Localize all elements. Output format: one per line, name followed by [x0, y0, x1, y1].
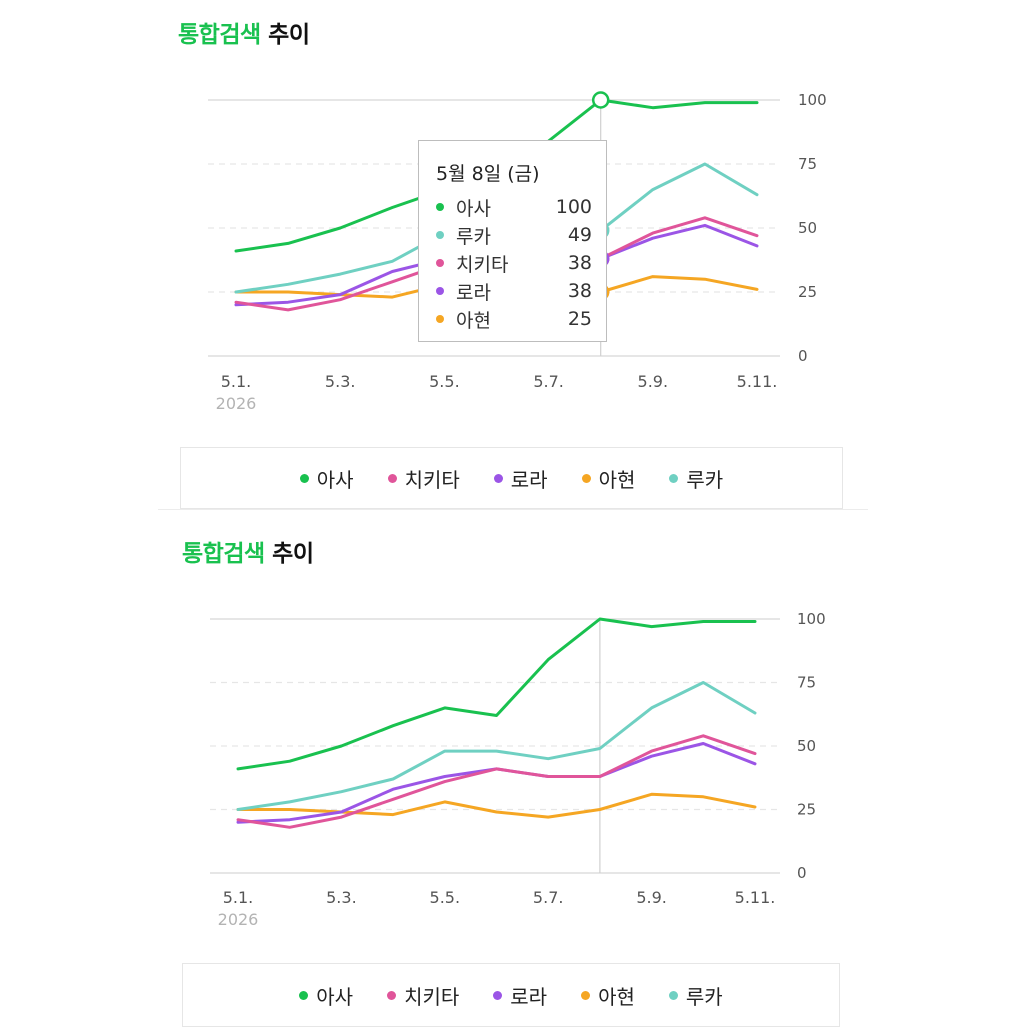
tooltip-row: 치키타 38 — [436, 250, 592, 276]
tooltip-series-name: 루카 — [456, 225, 491, 248]
series-dot-icon — [436, 231, 444, 239]
legend-dot-icon — [581, 990, 591, 1000]
legend-label: 로라 — [510, 467, 548, 492]
tooltip-series-value: 38 — [567, 252, 592, 274]
x-tick-label: 5.5. — [430, 888, 461, 907]
tooltip-row: 아사 100 — [436, 194, 592, 220]
legend-item-asa[interactable]: 아사 — [299, 981, 353, 1010]
legend-item-asa[interactable]: 아사 — [299, 464, 354, 493]
x-tick-label: 5.9. — [638, 372, 669, 391]
series-line[interactable] — [236, 681, 757, 811]
legend-label: 치키타 — [404, 984, 460, 1009]
legend-item-chiquita[interactable]: 치키타 — [387, 464, 460, 493]
legend-item-ruka[interactable]: 루카 — [668, 981, 723, 1010]
x-tick-label: 5.11. — [737, 372, 778, 391]
tooltip-row: 아현 25 — [436, 306, 592, 332]
chart-tooltip: 5월 8일 (금) 아사 100 루카 49 치키타 38 로라 38 아현 2… — [418, 140, 607, 342]
x-year-label: 2026 — [218, 910, 259, 929]
x-tick-label: 5.5. — [429, 372, 460, 391]
line-chart[interactable]: 0 25 50 75 100 5.1. 5.3. 5.5. 5.7. 5.9. 5.11. 2026 — [0, 0, 1024, 512]
tooltip-series-name: 치키타 — [456, 253, 509, 276]
series-dot-icon — [436, 315, 444, 323]
y-tick-label: 100 — [797, 610, 826, 628]
x-tick-label: 5.11. — [735, 888, 776, 907]
legend-dot-icon — [669, 473, 679, 483]
chart-legend: 아사 치키타 로라 아현 루카 — [180, 447, 843, 509]
legend-item-ahyeon[interactable]: 아현 — [581, 981, 635, 1010]
trend-panel-with-tooltip: 통합검색 추이 0 25 50 75 100 5.1. 5.3. 5.5. 5.7. 5.9. 5.… — [0, 0, 1024, 512]
legend-dot-icon — [668, 990, 678, 1000]
y-tick-label: 100 — [798, 91, 827, 109]
x-tick-label: 5.9. — [636, 888, 667, 907]
legend-label: 루카 — [685, 984, 723, 1009]
series-line[interactable] — [236, 792, 757, 819]
tooltip-series-name: 로라 — [456, 281, 491, 304]
series-line[interactable] — [236, 734, 757, 829]
y-tick-label: 75 — [798, 155, 817, 173]
legend-label: 아현 — [598, 467, 636, 492]
chart-title: 통합검색 추이 — [182, 534, 314, 568]
x-tick-label: 5.1. — [223, 888, 254, 907]
x-tick-label: 5.7. — [533, 372, 564, 391]
y-tick-label: 50 — [798, 219, 817, 237]
tooltip-series-value: 38 — [567, 280, 592, 302]
y-tick-label: 75 — [797, 674, 816, 692]
line-chart[interactable]: 0 25 50 75 100 5.1. 5.3. 5.5. 5.7. 5.9. 5.11. 2026 — [0, 512, 1024, 1024]
chart-title-accent: 통합검색 — [178, 22, 261, 48]
series-dot-icon — [436, 259, 444, 267]
x-tick-label: 5.7. — [533, 888, 564, 907]
tooltip-series-value: 100 — [555, 196, 592, 218]
series-dot-icon — [436, 203, 444, 211]
tooltip-date: 5월 8일 (금) — [436, 163, 540, 185]
tooltip-row: 루카 49 — [436, 222, 592, 248]
legend-dot-icon — [299, 990, 309, 1000]
tooltip-series-value: 49 — [567, 224, 592, 246]
tooltip-row: 로라 38 — [436, 278, 592, 304]
series-dot-icon — [436, 287, 444, 295]
legend-label: 루카 — [686, 467, 724, 492]
legend-label: 아사 — [316, 984, 354, 1009]
y-tick-label: 25 — [797, 801, 816, 819]
y-tick-label: 0 — [797, 864, 807, 882]
legend-label: 아현 — [598, 984, 635, 1009]
legend-dot-icon — [581, 473, 591, 483]
legend-label: 치키타 — [404, 467, 460, 492]
trend-panel: 통합검색 추이 0 25 50 75 100 5.1. 5.3. 5.5. 5.7. 5.9. 5.… — [0, 512, 1024, 1027]
panel-divider — [158, 509, 868, 510]
x-tick-label: 5.3. — [325, 372, 356, 391]
legend-dot-icon — [299, 473, 309, 483]
chart-title: 통합검색 추이 — [178, 15, 310, 49]
legend-item-ahyeon[interactable]: 아현 — [581, 464, 636, 493]
x-tick-label: 5.1. — [221, 372, 252, 391]
tooltip-series-name: 아사 — [456, 197, 491, 220]
series-line[interactable] — [236, 617, 757, 771]
legend-item-rora[interactable]: 로라 — [493, 981, 547, 1010]
highlight-marker — [591, 91, 610, 109]
chart-title-rest: 추이 — [268, 22, 310, 48]
legend-item-chiquita[interactable]: 치키타 — [387, 981, 459, 1010]
legend-item-rora[interactable]: 로라 — [493, 464, 548, 493]
chart-legend: 아사 치키타 로라 아현 루카 — [182, 963, 840, 1027]
legend-dot-icon — [493, 990, 503, 1000]
y-tick-label: 25 — [798, 283, 817, 301]
chart-title-rest: 추이 — [272, 541, 314, 567]
legend-dot-icon — [493, 473, 503, 483]
legend-label: 아사 — [316, 467, 354, 492]
x-year-label: 2026 — [216, 394, 257, 413]
y-tick-label: 0 — [798, 347, 808, 365]
legend-dot-icon — [387, 473, 397, 483]
chart-title-accent: 통합검색 — [182, 541, 265, 567]
tooltip-series-value: 25 — [567, 308, 592, 330]
legend-label: 로라 — [510, 984, 548, 1009]
legend-dot-icon — [387, 990, 397, 1000]
y-tick-label: 50 — [797, 737, 816, 755]
x-tick-label: 5.3. — [326, 888, 357, 907]
tooltip-series-name: 아현 — [456, 309, 491, 332]
legend-item-ruka[interactable]: 루카 — [669, 464, 723, 493]
